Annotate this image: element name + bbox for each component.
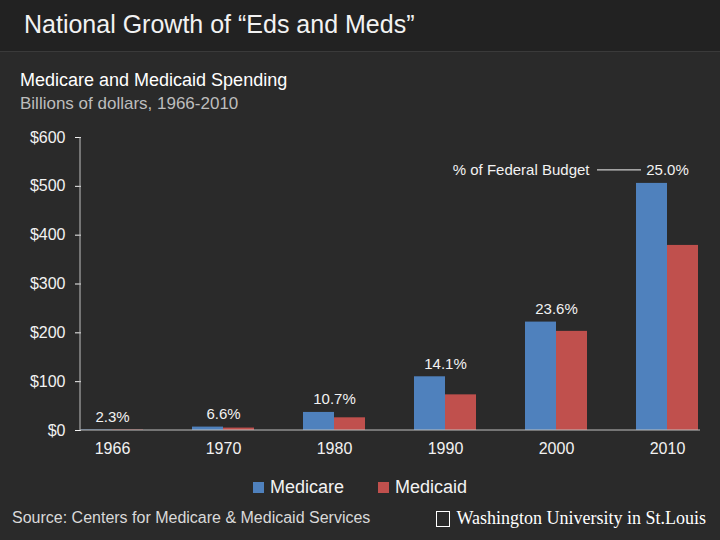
svg-text:2.3%: 2.3% xyxy=(95,408,129,425)
svg-text:2000: 2000 xyxy=(539,440,575,457)
html-text:Medicare: Medicare xyxy=(270,477,344,497)
svg-text:2010: 2010 xyxy=(650,440,686,457)
html-text:Billions of dollars, 1966-2010: Billions of dollars, 1966-2010 xyxy=(20,94,239,113)
svg-text:$200: $200 xyxy=(30,324,66,341)
svg-text:$100: $100 xyxy=(30,373,66,390)
svg-text:$400: $400 xyxy=(30,226,66,243)
html-text:Medicare and Medicaid Spending: Medicare and Medicaid Spending xyxy=(20,70,288,90)
html-text:Source: Centers for Medicare &: Source: Centers for Medicare & Medicaid … xyxy=(12,509,371,526)
svg-text:1990: 1990 xyxy=(428,440,464,457)
svg-text:% of Federal Budget: % of Federal Budget xyxy=(453,161,591,178)
svg-text:25.0%: 25.0% xyxy=(646,161,689,178)
svg-text:14.1%: 14.1% xyxy=(424,355,467,372)
html-text:Washington University in St.Lo: Washington University in St.Louis xyxy=(456,508,706,528)
svg-text:10.7%: 10.7% xyxy=(313,390,356,407)
svg-text:6.6%: 6.6% xyxy=(206,405,240,422)
svg-text:1966: 1966 xyxy=(95,440,131,457)
svg-text:$500: $500 xyxy=(30,177,66,194)
html-text:Medicaid: Medicaid xyxy=(395,477,467,497)
svg-text:$0: $0 xyxy=(48,422,66,439)
svg-text:$600: $600 xyxy=(30,129,66,146)
svg-text:$300: $300 xyxy=(30,275,66,292)
svg-text:23.6%: 23.6% xyxy=(535,300,578,317)
svg-text:1980: 1980 xyxy=(317,440,353,457)
html-text:National Growth of “Eds and Me: National Growth of “Eds and Meds” xyxy=(24,10,415,38)
svg-text:1970: 1970 xyxy=(206,440,242,457)
